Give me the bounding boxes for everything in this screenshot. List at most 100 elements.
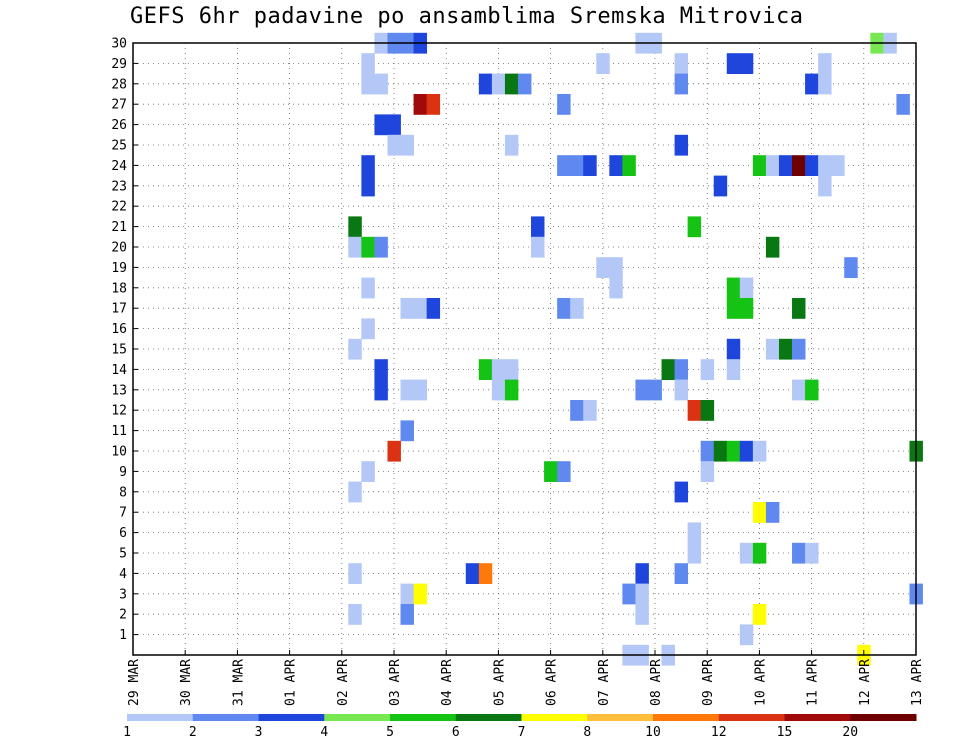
precip-cell [400, 298, 414, 319]
precip-cell [400, 134, 414, 156]
x-tick-label: 09 APR [701, 659, 716, 706]
x-tick-label: 11 APR [806, 659, 821, 706]
y-tick-label: 30 [111, 37, 127, 52]
precip-cell [622, 155, 636, 176]
colorbar-swatch [324, 714, 391, 721]
precip-cell [739, 277, 754, 299]
precip-cell [361, 175, 375, 197]
precip-cell [622, 583, 636, 605]
y-tick-label: 26 [111, 118, 127, 133]
precip-cell [387, 114, 401, 136]
colorbar-label: 6 [452, 725, 460, 740]
precip-cell [648, 379, 662, 401]
precip-cell [400, 379, 414, 401]
precip-cell [596, 53, 610, 74]
colorbar-swatch [127, 714, 194, 721]
precip-cell [491, 359, 506, 380]
precip-cell [504, 379, 519, 401]
precip-cell [752, 604, 767, 625]
colorbar-label: 2 [189, 725, 197, 740]
colorbar-label: 10 [645, 725, 661, 740]
colorbar-label: 8 [583, 725, 591, 740]
precip-cell [348, 236, 362, 258]
y-tick-label: 25 [111, 139, 127, 154]
colorbar-swatch [390, 714, 457, 721]
y-tick-label: 24 [111, 159, 127, 174]
precip-cell [413, 583, 428, 605]
precip-cell [726, 359, 741, 380]
precip-cell [570, 400, 584, 421]
y-tick-label: 4 [119, 567, 127, 582]
precip-cell [752, 155, 767, 176]
cell-layer [348, 32, 923, 666]
y-tick-label: 27 [111, 98, 127, 113]
precip-cell [726, 53, 741, 74]
y-tick-label: 11 [111, 424, 127, 439]
precip-cell [570, 298, 584, 319]
precip-cell [805, 542, 819, 564]
precip-cell [348, 338, 362, 360]
precip-cell [374, 73, 388, 95]
precip-cell [896, 94, 910, 115]
x-tick-label: 08 APR [649, 659, 664, 706]
y-tick-label: 20 [111, 241, 127, 256]
colorbar-swatch [258, 714, 325, 721]
y-axis-labels: 1234567891011121314151617181920212223242… [111, 37, 138, 643]
precip-cell [609, 155, 623, 176]
precip-cell [765, 236, 780, 258]
precip-cell [400, 583, 414, 605]
colorbar-label: 7 [518, 725, 526, 740]
y-tick-label: 9 [119, 465, 127, 480]
precip-cell [557, 298, 571, 319]
y-tick-label: 5 [119, 547, 127, 562]
precip-cell [635, 563, 649, 584]
precip-cell [609, 257, 623, 278]
y-tick-label: 6 [119, 526, 127, 541]
precip-cell [674, 134, 689, 156]
chart-title: GEFS 6hr padavine po ansamblima Sremska … [130, 4, 804, 29]
y-tick-label: 22 [111, 200, 127, 215]
y-tick-label: 16 [111, 322, 127, 337]
precip-cell [752, 440, 767, 462]
precip-cell [557, 94, 571, 115]
precip-cell [570, 155, 584, 176]
colorbar-swatch [653, 714, 720, 721]
precip-cell [739, 53, 754, 74]
precip-cell [361, 277, 375, 299]
precip-cell [726, 277, 741, 299]
precip-cell [818, 73, 832, 95]
y-tick-label: 12 [111, 404, 127, 419]
x-tick-label: 03 APR [388, 659, 403, 706]
precip-cell [361, 461, 375, 482]
precip-cell [387, 440, 401, 462]
x-tick-label: 30 MAR [179, 659, 194, 706]
precip-cell [726, 298, 741, 319]
y-tick-label: 23 [111, 179, 127, 194]
x-tick-label: 04 APR [440, 659, 455, 706]
precip-cell [374, 236, 388, 258]
x-tick-label: 10 APR [753, 659, 768, 706]
precip-cell [739, 440, 754, 462]
precip-cell [557, 461, 571, 482]
precip-cell [687, 522, 702, 544]
precip-cell [818, 175, 832, 197]
precip-cell [805, 379, 819, 401]
precip-cell [700, 440, 715, 462]
precip-cell [531, 236, 545, 258]
y-tick-label: 3 [119, 587, 127, 602]
precip-cell [348, 604, 362, 625]
precip-cell [792, 298, 806, 319]
precip-cell [635, 583, 649, 605]
precip-cell [831, 155, 845, 176]
y-tick-label: 19 [111, 261, 127, 276]
precip-cell [361, 53, 375, 74]
y-tick-label: 17 [111, 302, 127, 317]
precip-cell [348, 481, 362, 503]
precip-cell [818, 53, 832, 74]
colorbar-label: 15 [777, 725, 793, 740]
precip-cell [609, 277, 623, 299]
precip-cell [583, 155, 597, 176]
precip-cell [687, 216, 702, 238]
precip-cell [687, 400, 702, 421]
